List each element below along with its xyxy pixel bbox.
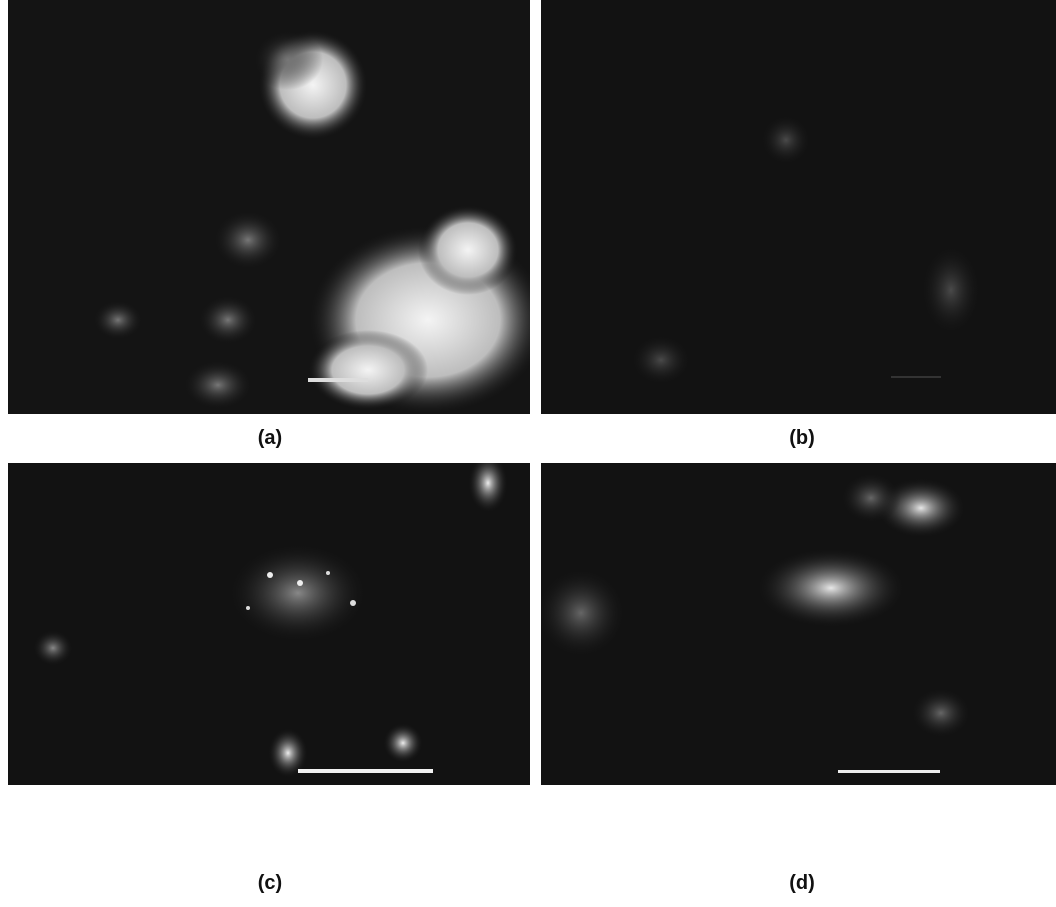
micrograph-c bbox=[8, 463, 530, 785]
figure: (a) (b) (c) (d) bbox=[0, 0, 1056, 907]
micrograph-a bbox=[8, 0, 530, 414]
micrograph-d bbox=[541, 463, 1056, 785]
panel-label: (c) bbox=[230, 872, 310, 895]
panel-label: (a) bbox=[230, 427, 310, 450]
panel-label: (b) bbox=[762, 427, 842, 450]
panel-label: (d) bbox=[762, 872, 842, 895]
micrograph-b bbox=[541, 0, 1056, 414]
